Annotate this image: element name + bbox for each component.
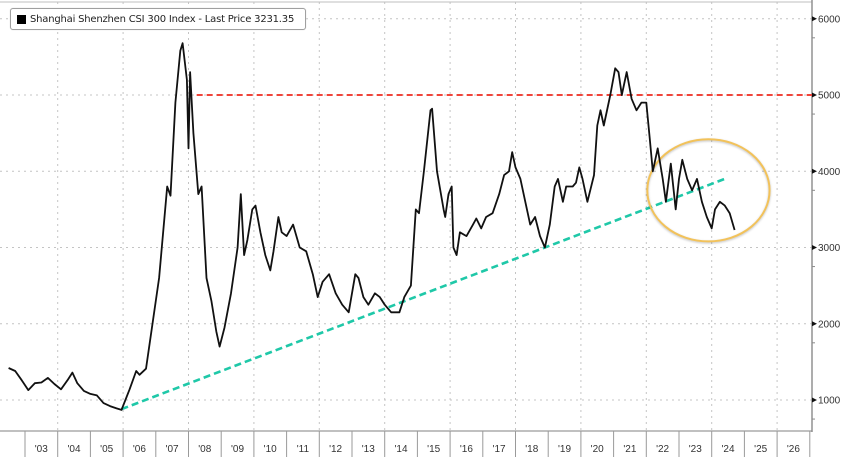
x-tick-label: '17: [493, 444, 506, 455]
gridlines: [0, 2, 812, 431]
y-tick-label: 1000: [818, 396, 841, 407]
legend-swatch-icon: [17, 14, 26, 24]
x-tick-label: '18: [525, 444, 538, 455]
y-tick-marker-icon: [812, 321, 817, 327]
x-tick-label: '26: [787, 444, 800, 455]
support-trendline: [121, 177, 726, 411]
x-tick-label: '16: [460, 444, 473, 455]
x-tick-label: '12: [329, 444, 342, 455]
x-tick-label: '14: [394, 444, 407, 455]
x-tick-label: '19: [558, 444, 571, 455]
y-tick-label: 5000: [818, 91, 841, 102]
y-tick-marker-icon: [812, 245, 817, 250]
x-tick-label: '15: [427, 444, 440, 455]
legend-label: Shanghai Shenzhen CSI 300 Index - Last P…: [30, 13, 295, 25]
x-tick-label: '25: [754, 444, 767, 455]
highlight-ellipse: [646, 138, 771, 243]
x-tick-label: '04: [67, 444, 80, 455]
x-tick-label: '10: [264, 444, 277, 455]
x-tick-label: '05: [100, 444, 113, 455]
y-axis: 6000 5000 4000 3000 2000 1000: [812, 14, 841, 420]
y-tick-label: 4000: [818, 167, 841, 178]
x-tick-label: '08: [198, 444, 211, 455]
y-tick-label: 2000: [818, 319, 841, 330]
x-tick-label: '21: [623, 444, 636, 455]
x-tick-label: '06: [133, 444, 146, 455]
y-tick-marker-icon: [812, 397, 817, 403]
x-tick-label: '23: [689, 444, 702, 455]
y-tick-marker-icon: [812, 92, 817, 98]
x-tick-label: '07: [166, 444, 179, 455]
csi300-price-line: [8, 42, 736, 411]
x-tick-label: '24: [721, 444, 734, 455]
y-tick-label: 3000: [818, 243, 841, 254]
x-axis: '03 '04 '05 '06 '07 '08 '09 '10 '11 '12 '13 '14 '15 '…: [24, 431, 811, 457]
x-tick-label: '20: [591, 444, 604, 455]
y-tick-label: 6000: [818, 14, 841, 25]
x-tick-label: '22: [656, 444, 669, 455]
x-tick-label: '09: [231, 444, 244, 455]
y-tick-marker-icon: [812, 16, 817, 22]
x-tick-label: '13: [362, 444, 375, 455]
y-tick-marker-icon: [812, 168, 817, 174]
x-tick-label: '03: [35, 444, 48, 455]
plot-frame: [0, 0, 813, 432]
x-tick-label: '11: [297, 444, 310, 455]
legend: Shanghai Shenzhen CSI 300 Index - Last P…: [10, 8, 306, 30]
